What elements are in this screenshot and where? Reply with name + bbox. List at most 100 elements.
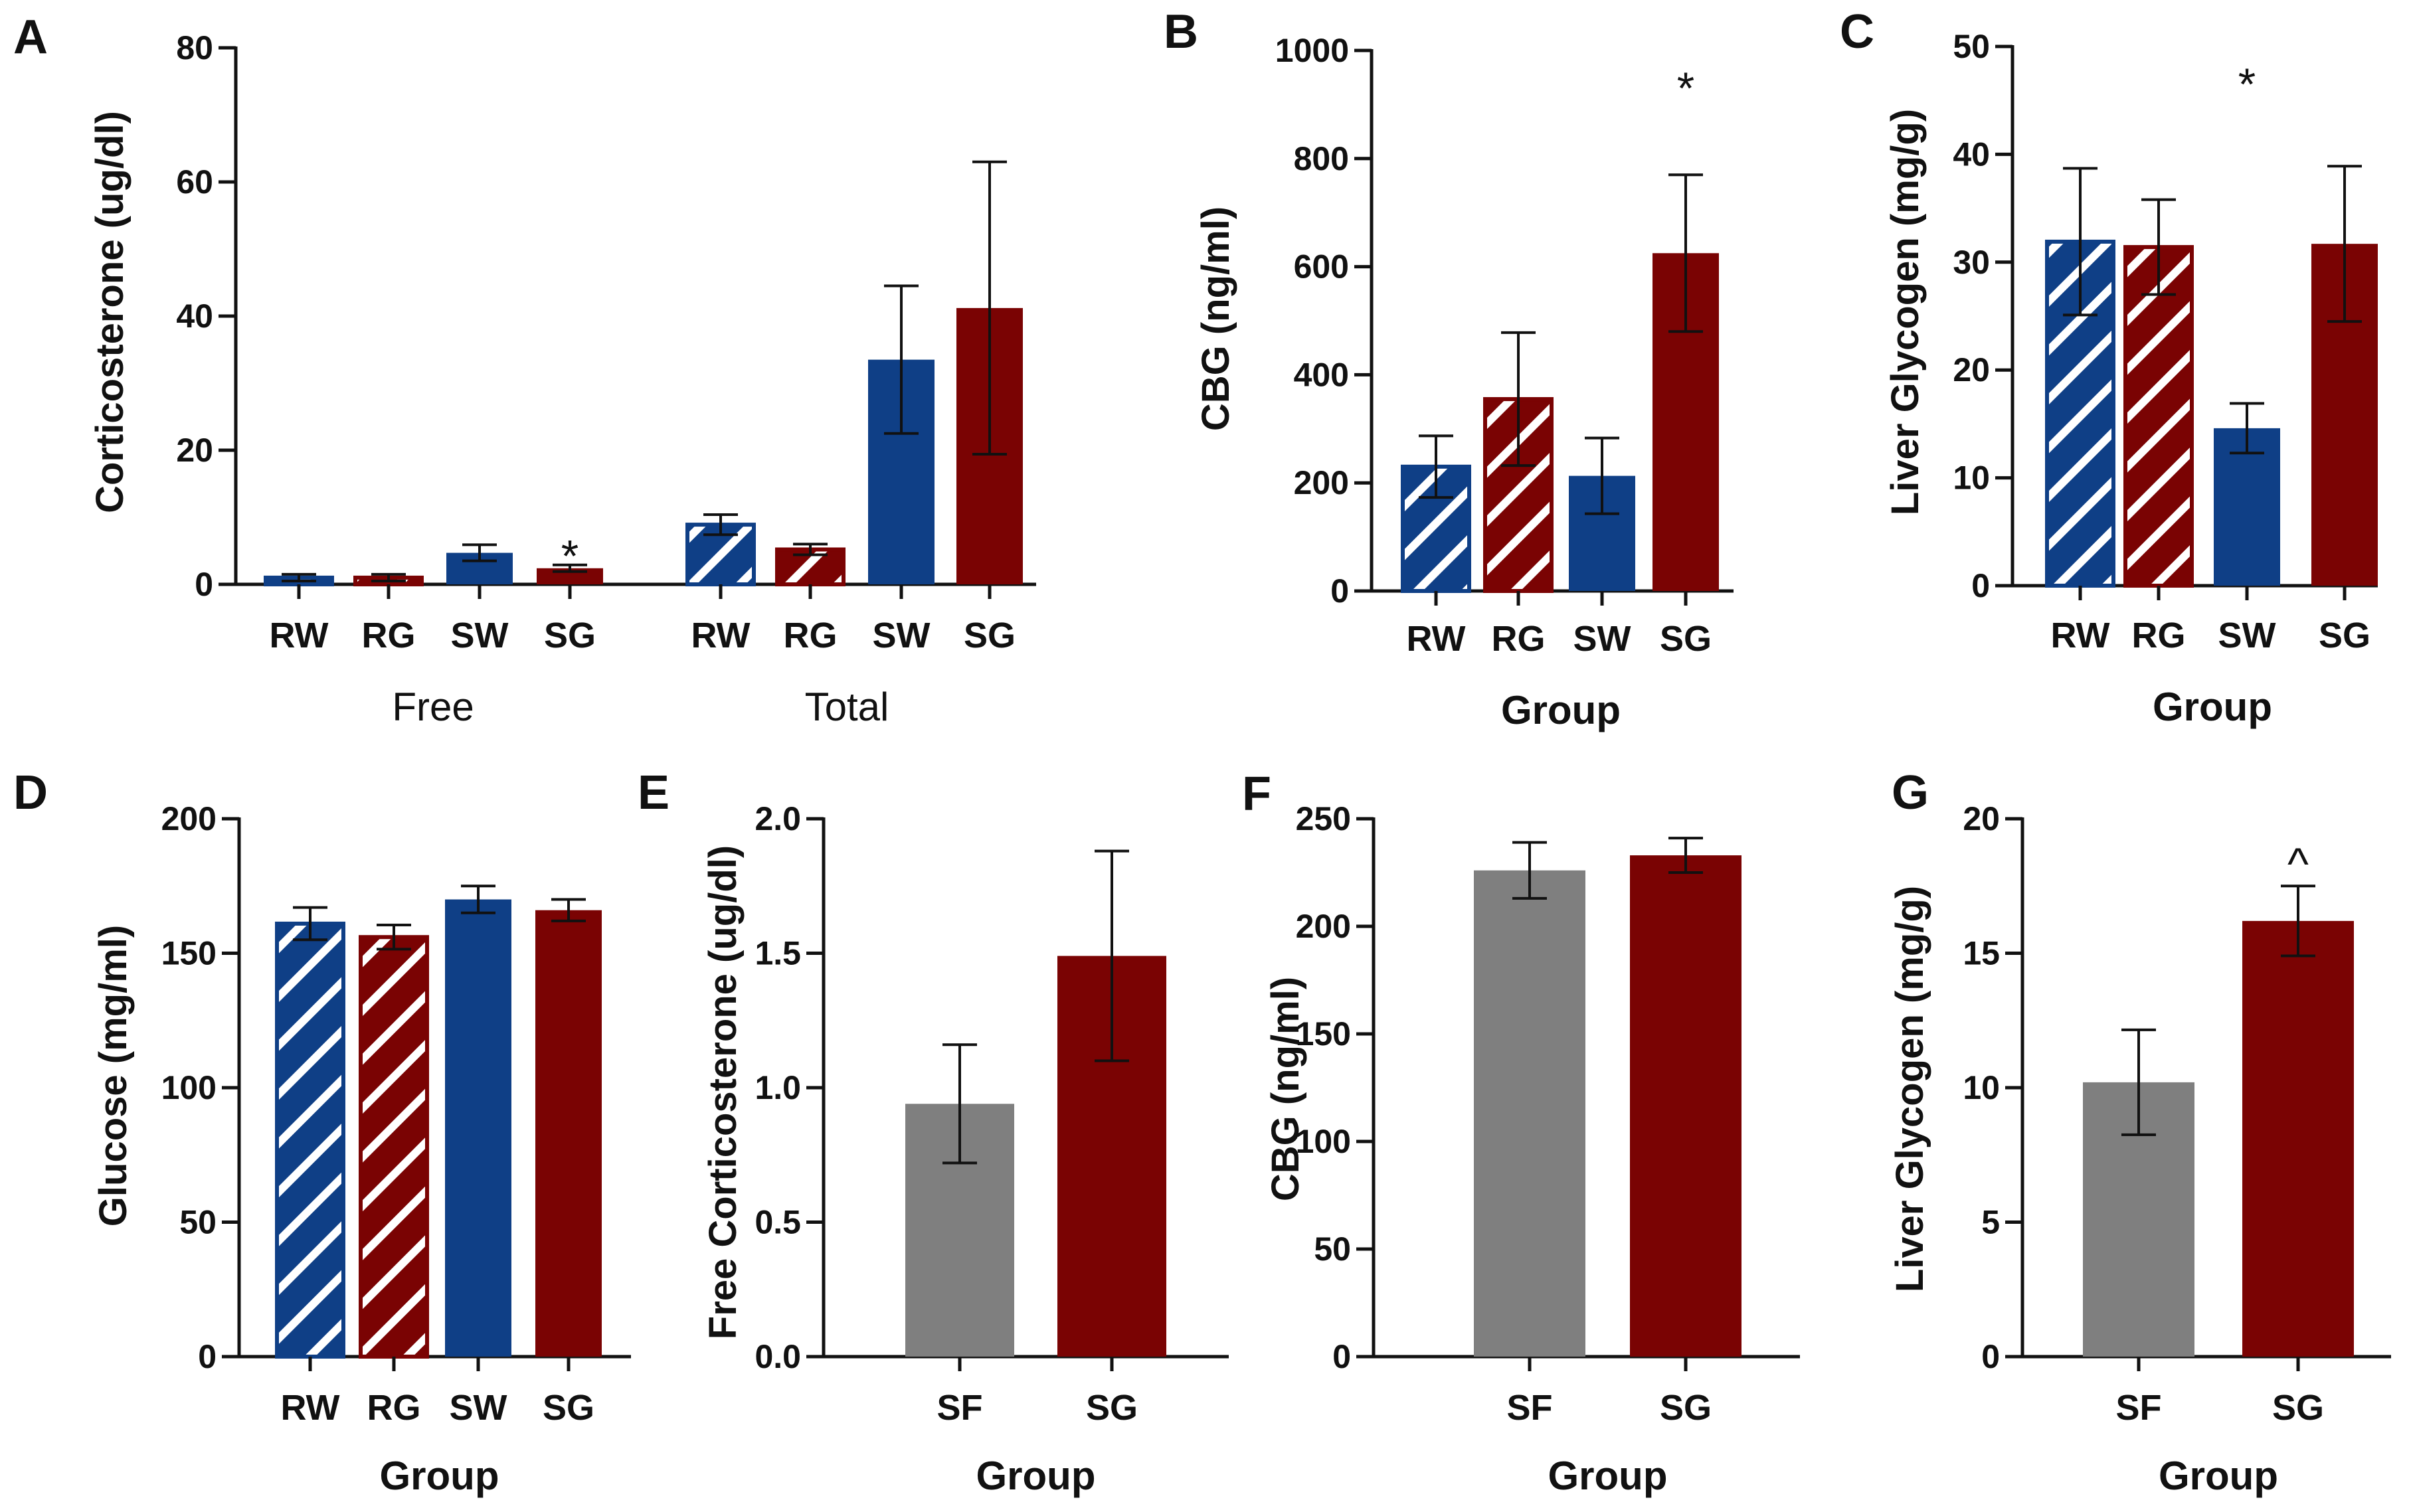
y-tick-label: 30 (1953, 244, 1990, 281)
panel-g: G 0 5 10 15 20 Liver Glycogen (mg/g) SF SG ^ Group (1888, 766, 2391, 1498)
x-tick-label: SG (2319, 616, 2370, 655)
y-tick-label: 80 (176, 29, 213, 66)
y-tick-label: 0 (1332, 1338, 1351, 1375)
panel-d: D 0 50 100 150 200 Glucose (mg/ml) RW RG SW SG Grou… (13, 766, 631, 1498)
y-tick-label: 5 (1981, 1204, 2000, 1241)
panel-b: B 0 200 400 600 800 1000 CBG (ng/ml) RW RG SW SG * Gr… (1164, 5, 1734, 732)
y-tick-label: 20 (1953, 351, 1990, 388)
y-axis-label: Glucose (mg/ml) (92, 925, 135, 1226)
panel-letter: G (1892, 766, 1929, 819)
bar-sg (1630, 855, 1741, 1357)
x-tick-label: RG (2132, 616, 2186, 655)
bar-rg (359, 935, 429, 1359)
bar-sw (2214, 428, 2280, 586)
y-tick-label: 2.0 (755, 800, 801, 837)
y-tick-label: 100 (161, 1069, 217, 1106)
x-tick-label: SW (873, 616, 931, 655)
panel-c: C 0 10 20 30 40 50 Liver Glycogen (mg/g) RW RG SW S… (1840, 5, 2378, 729)
bar-sw (445, 899, 511, 1357)
y-tick-label: 10 (1953, 460, 1990, 497)
y-tick-label: 0 (1330, 572, 1349, 610)
y-tick-label: 50 (1314, 1230, 1351, 1268)
x-tick-label: RW (270, 616, 329, 655)
y-axis-label: Liver Glycogen (mg/g) (1888, 886, 1931, 1292)
x-tick-label: RW (1407, 619, 1466, 659)
y-tick-label: 60 (176, 163, 213, 201)
y-tick-label: 0.5 (755, 1204, 801, 1241)
panel-letter: A (13, 11, 48, 64)
y-axis-label: Corticosterone (ug/dl) (88, 111, 132, 513)
y-tick-label: 800 (1294, 140, 1349, 177)
x-axis-label: Group (380, 1454, 499, 1498)
y-tick-label: 600 (1294, 248, 1349, 286)
y-tick-label: 50 (1953, 28, 1990, 65)
y-tick-label: 0 (1981, 1338, 2000, 1375)
x-tick-label: RW (281, 1388, 340, 1428)
y-tick-label: 400 (1294, 356, 1349, 393)
x-tick-label: RW (691, 616, 751, 655)
panel-letter: B (1164, 5, 1198, 58)
panel-f: F 0 50 100 150 200 250 CBG (ng/ml) SF SG Group (1242, 768, 1800, 1498)
y-tick-label: 150 (161, 935, 217, 972)
x-axis-label: Group (2153, 685, 2272, 729)
y-tick-label: 0 (1971, 567, 1990, 604)
y-tick-label: 40 (176, 297, 213, 335)
group-label: Free (392, 685, 474, 729)
y-tick-label: 200 (161, 800, 217, 837)
panel-letter: D (13, 766, 48, 819)
group-label: Total (805, 685, 889, 729)
panel-e: E 0.0 0.5 1.0 1.5 2.0 Free Corticosterone (ug/… (638, 766, 1229, 1498)
x-tick-label: SG (543, 1388, 594, 1428)
x-tick-label: SG (2272, 1388, 2324, 1428)
y-axis-label: Free Corticosterone (ug/dl) (701, 845, 745, 1339)
significance-marker: * (561, 531, 579, 582)
bar-sg (2242, 920, 2354, 1357)
y-tick-label: 100 (1296, 1123, 1351, 1160)
y-axis-label: Liver Glycogen (mg/g) (1884, 109, 1927, 515)
y-tick-label: 20 (176, 432, 213, 469)
y-tick-label: 250 (1296, 800, 1351, 837)
x-tick-label: SG (544, 616, 596, 655)
y-tick-label: 15 (1963, 935, 2000, 972)
y-tick-label: 0 (195, 566, 213, 603)
x-tick-label: SW (2218, 616, 2276, 655)
y-tick-label: 150 (1296, 1015, 1351, 1052)
bar-rg (2123, 245, 2194, 588)
x-axis-label: Group (2159, 1454, 2278, 1498)
panel-letter: E (638, 766, 670, 819)
bar-sf (1474, 870, 1585, 1357)
x-tick-label: SG (1660, 1388, 1712, 1428)
y-tick-label: 10 (1963, 1069, 2000, 1106)
x-axis-label: Group (1548, 1454, 1668, 1498)
x-tick-label: RG (784, 616, 838, 655)
bar-rw (275, 921, 345, 1359)
x-tick-label: SW (1573, 619, 1631, 659)
panel-a: A 0 20 40 60 80 Corticosterone (ug/dl) RW RG SW SG… (13, 11, 1036, 729)
y-axis-label: CBG (ng/ml) (1264, 977, 1307, 1201)
y-tick-label: 1000 (1275, 32, 1349, 69)
bar-sg (535, 910, 602, 1357)
x-tick-label: RG (367, 1388, 421, 1428)
x-axis-label: Group (976, 1454, 1096, 1498)
y-tick-label: 50 (179, 1204, 217, 1241)
x-tick-label: SG (1086, 1388, 1138, 1428)
x-tick-label: RG (362, 616, 416, 655)
y-tick-label: 200 (1296, 908, 1351, 945)
y-tick-label: 0.0 (755, 1338, 801, 1375)
panel-letter: F (1242, 768, 1271, 821)
x-tick-label: RG (1492, 619, 1546, 659)
significance-marker: * (2238, 59, 2256, 110)
significance-marker: * (1677, 63, 1694, 114)
x-axis-label: Group (1501, 688, 1621, 732)
x-tick-label: RW (2051, 616, 2110, 655)
significance-marker: ^ (2287, 839, 2309, 889)
y-tick-label: 1.0 (755, 1069, 801, 1106)
x-tick-label: SW (450, 1388, 507, 1428)
y-tick-label: 200 (1294, 464, 1349, 501)
x-tick-label: SF (2115, 1388, 2161, 1428)
y-tick-label: 1.5 (755, 935, 801, 972)
x-tick-label: SF (1506, 1388, 1552, 1428)
y-tick-label: 20 (1963, 800, 2000, 837)
y-axis-label: CBG (ng/ml) (1194, 207, 1237, 431)
